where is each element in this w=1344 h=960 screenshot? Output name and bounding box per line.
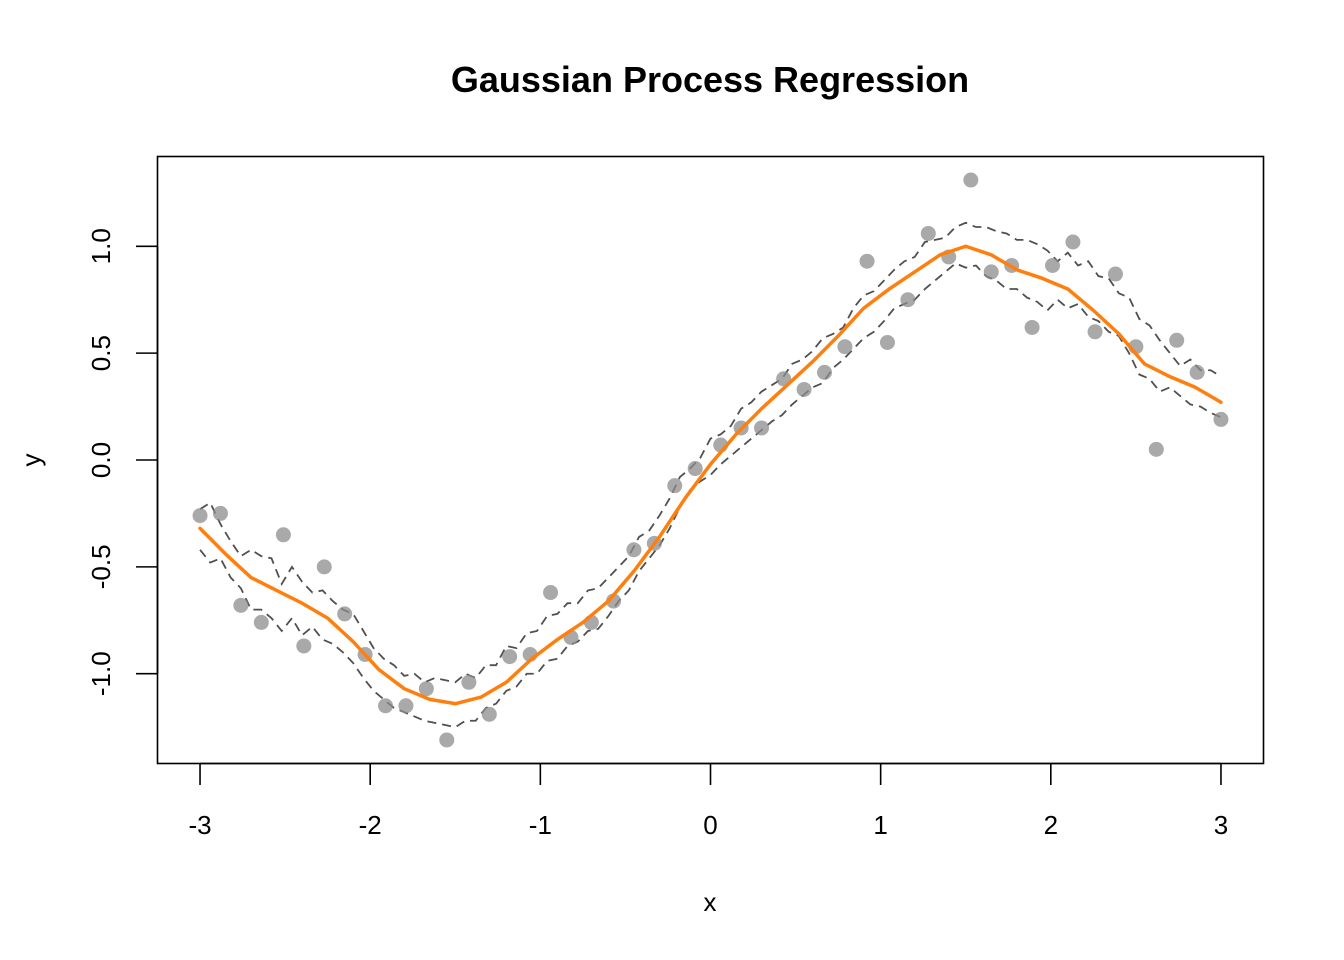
data-point (1045, 258, 1061, 274)
confidence-band (199, 221, 1222, 729)
data-point (439, 732, 455, 748)
data-point (1087, 324, 1103, 340)
data-point (879, 334, 895, 350)
data-point (1107, 266, 1123, 282)
x-tick-label: 0 (703, 810, 717, 840)
data-point (983, 264, 999, 280)
chart-title: Gaussian Process Regression (451, 59, 969, 100)
y-tick-label: 1.0 (86, 228, 116, 264)
x-tick-label: 1 (873, 810, 887, 840)
posterior-mean (198, 244, 1223, 706)
data-point (796, 381, 812, 397)
y-axis-label: y (16, 454, 46, 467)
x-tick-label: -1 (529, 810, 552, 840)
data-point (481, 706, 497, 722)
data-point (398, 698, 414, 714)
data-point (275, 527, 291, 543)
data-point (837, 339, 853, 355)
x-tick-label: -3 (188, 810, 211, 840)
data-point (920, 225, 936, 241)
data-point (212, 505, 228, 521)
data-point (253, 614, 269, 630)
upper-band-line (199, 221, 1222, 684)
data-point (316, 559, 332, 575)
data-point (543, 585, 559, 601)
y-tick-label: 0.0 (86, 442, 116, 478)
data-point (754, 420, 770, 436)
data-point (817, 364, 833, 380)
y-axis: -1.0 -0.5 0.0 0.5 1.0 (86, 228, 159, 696)
x-axis-label: x (704, 887, 717, 917)
data-point (1169, 332, 1185, 348)
data-point (1065, 234, 1081, 250)
data-point (1213, 411, 1229, 427)
data-point (233, 597, 249, 613)
data-point (296, 638, 312, 654)
x-tick-label: 2 (1044, 810, 1058, 840)
data-point (963, 172, 979, 188)
mean-line (198, 244, 1223, 706)
x-axis: -3 -2 -1 0 1 2 3 (188, 762, 1228, 840)
observations (192, 172, 1229, 748)
data-point (502, 649, 518, 665)
data-point (1024, 319, 1040, 335)
y-tick-label: 0.5 (86, 335, 116, 371)
data-point (859, 253, 875, 269)
lower-band-line (199, 262, 1222, 729)
plot-frame (156, 155, 1265, 765)
data-point (667, 478, 683, 494)
data-point (461, 674, 477, 690)
data-point (900, 292, 916, 308)
data-point (418, 681, 434, 697)
x-tick-label: -2 (359, 810, 382, 840)
data-point (192, 508, 208, 524)
data-point (687, 461, 703, 477)
y-tick-label: -1.0 (86, 651, 116, 696)
data-point (378, 698, 394, 714)
data-point (626, 542, 642, 558)
y-tick-label: -0.5 (86, 544, 116, 589)
data-point (337, 606, 353, 622)
data-point (1189, 364, 1205, 380)
data-point (1148, 441, 1164, 457)
x-tick-label: 3 (1214, 810, 1228, 840)
